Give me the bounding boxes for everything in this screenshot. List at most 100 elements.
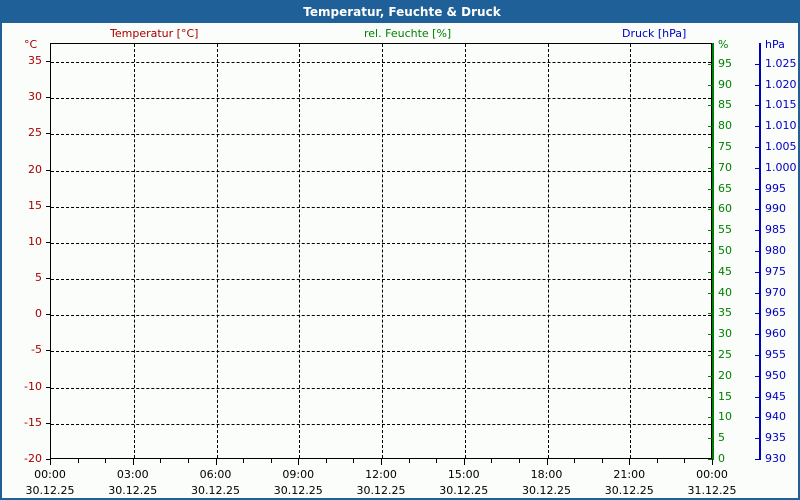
date-axis-label: 31.12.25: [687, 484, 737, 497]
time-axis-label: 18:00: [530, 468, 563, 481]
pressure-tick-label: 1.025: [765, 56, 797, 70]
humidity-tick-label: 10: [718, 410, 732, 424]
vertical-gridline: [464, 44, 466, 458]
horizontal-gridline: [51, 279, 711, 281]
time-axis-label: 03:00: [116, 468, 149, 481]
temperature-tick: [46, 61, 50, 63]
window-title-bar: Temperatur, Feuchte & Druck: [2, 2, 798, 23]
temperature-tick: [46, 133, 50, 135]
time-tick-minor: [270, 459, 272, 463]
pressure-tick: [755, 396, 759, 398]
vertical-gridline: [382, 44, 383, 458]
pressure-tick-label: 955: [765, 348, 786, 361]
humidity-tick: [708, 375, 712, 377]
time-axis-label: 06:00: [199, 468, 232, 481]
time-tick-major: [546, 459, 548, 465]
humidity-tick: [708, 188, 712, 190]
humidity-tick: [708, 209, 712, 211]
temperature-tick-label: -20: [24, 452, 42, 465]
pressure-tick: [755, 292, 759, 294]
humidity-tick: [708, 417, 712, 419]
horizontal-gridline: [51, 62, 711, 64]
pressure-tick-label: 960: [765, 327, 786, 341]
humidity-tick-label: 85: [718, 98, 732, 112]
pressure-tick: [755, 84, 759, 86]
time-tick-minor: [77, 459, 79, 463]
pressure-tick-label: 965: [765, 306, 786, 320]
time-axis-label: 00:00: [34, 468, 66, 481]
humidity-tick-label: 75: [718, 140, 732, 153]
humidity-tick: [708, 271, 712, 273]
time-tick-minor: [325, 459, 327, 463]
pressure-tick: [755, 209, 759, 211]
pressure-tick: [755, 417, 759, 419]
time-tick-minor: [574, 459, 576, 463]
humidity-axis-unit: %: [718, 38, 729, 51]
humidity-tick-label: 90: [718, 77, 732, 91]
horizontal-gridline: [51, 242, 711, 244]
temperature-tick: [46, 314, 50, 316]
vertical-gridline: [133, 44, 135, 458]
humidity-tick: [708, 147, 712, 148]
humidity-tick-label: 30: [718, 327, 732, 341]
time-tick-major: [50, 459, 51, 465]
pressure-tick: [755, 271, 759, 273]
humidity-tick-label: 35: [718, 306, 732, 320]
time-tick-minor: [436, 459, 438, 463]
pressure-tick-label: 970: [765, 285, 786, 299]
pressure-tick: [755, 105, 759, 107]
date-axis-label: 30.12.25: [522, 484, 571, 497]
temperature-tick-label: 0: [35, 307, 42, 321]
pressure-tick-label: 980: [765, 244, 786, 257]
pressure-tick: [755, 126, 759, 128]
date-axis-label: 30.12.25: [604, 484, 654, 497]
pressure-tick: [755, 313, 759, 315]
humidity-tick: [708, 63, 712, 65]
humidity-tick-label: 15: [718, 389, 732, 403]
horizontal-gridline: [51, 423, 711, 425]
pressure-tick-label: 995: [765, 181, 786, 195]
time-tick-minor: [353, 459, 355, 463]
temperature-tick-label: 30: [28, 90, 42, 104]
time-tick-major: [712, 459, 713, 465]
vertical-gridline: [216, 44, 218, 458]
pressure-tick-label: 1.010: [765, 119, 797, 133]
humidity-tick-label: 5: [718, 431, 725, 445]
pressure-tick: [755, 63, 759, 65]
pressure-tick-label: 940: [765, 410, 786, 424]
time-tick-minor: [243, 459, 245, 463]
plot-area: [50, 43, 712, 459]
humidity-tick-label: 65: [718, 181, 732, 195]
time-tick-major: [629, 459, 631, 465]
time-axis-label: 21:00: [613, 468, 646, 481]
horizontal-gridline: [51, 351, 711, 353]
date-axis-label: 30.12.25: [273, 484, 323, 497]
date-axis-label: 30.12.25: [108, 484, 158, 497]
humidity-tick-label: 0: [718, 452, 725, 465]
time-tick-minor: [684, 459, 686, 463]
temperature-tick: [46, 350, 50, 352]
temperature-tick-label: -15: [24, 415, 42, 429]
temperature-tick: [46, 97, 50, 99]
time-tick-minor: [105, 459, 107, 463]
pressure-tick: [755, 251, 759, 252]
pressure-tick-label: 945: [765, 389, 786, 403]
vertical-gridline: [547, 44, 549, 458]
temperature-tick-label: 35: [28, 54, 42, 68]
date-axis-label: 30.12.25: [439, 484, 489, 497]
vertical-gridline: [630, 44, 632, 458]
humidity-axis-line: [712, 43, 714, 460]
humidity-tick-label: 55: [718, 223, 732, 237]
pressure-tick-label: 985: [765, 223, 786, 237]
temperature-tick-label: -5: [31, 343, 42, 357]
temperature-tick-label: 10: [28, 234, 42, 248]
pressure-tick-label: 1.000: [765, 160, 797, 174]
temperature-tick-label: 5: [35, 271, 42, 285]
humidity-tick: [708, 105, 712, 107]
pressure-axis-unit: hPa: [765, 38, 785, 51]
pressure-tick: [755, 334, 759, 336]
horizontal-gridline: [51, 315, 711, 317]
humidity-tick-label: 70: [718, 160, 732, 174]
humidity-tick: [708, 251, 712, 252]
